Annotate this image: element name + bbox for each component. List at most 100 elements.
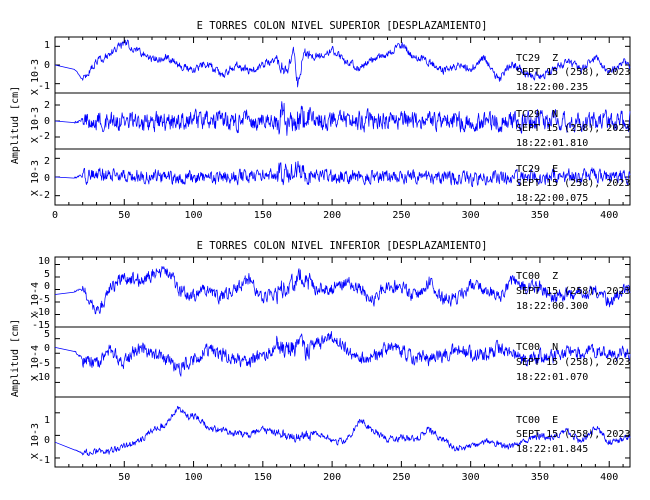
ytick-label: 0 [44, 116, 50, 127]
ytick-label: -1 [38, 455, 50, 466]
component-code: Z [552, 53, 558, 64]
trace-tc00-z [54, 266, 631, 315]
panel-tc29-z: X 10-3 1 0 -1 TC29 Z SEPT 15 (258), 2023 … [30, 36, 631, 95]
lower-figure: E TORRES COLON NIVEL INFERIOR [DESPLAZAM… [10, 240, 631, 483]
x-tick-label: 250 [392, 210, 410, 221]
trace-time: 18:22:00.075 [516, 193, 588, 204]
upper-figure: E TORRES COLON NIVEL SUPERIOR [DESPLAZAM… [10, 20, 631, 221]
ytick-label: 0 [44, 60, 50, 71]
station-code: TC29 [516, 53, 540, 64]
trace-tc00-e [54, 405, 631, 456]
panel-tc00-e: X 10-3 1 0 -1 TC00 E SEPT 15 (258), 2023 … [30, 396, 631, 468]
station-code: TC29 [516, 164, 540, 175]
ytick-label: 0 [44, 435, 50, 446]
panel-tc00-z: X 10-4 10 5 0 -5 -10 -15 TC00 Z SEPT 15 (… [30, 256, 631, 331]
trace-annotation: TC29 E SEPT 15 (258), 2023 18:22:00.075 [516, 164, 630, 204]
panel-tc00-n: X 10-4 5 0 -5 -10 TC00 N SEPT 15 (258), 2… [30, 326, 631, 398]
trace-date: SEPT 15 (258), 2023 [516, 67, 630, 78]
scale-label: X 10-4 [30, 345, 41, 381]
station-code: TC00 [516, 415, 540, 426]
x-tick-label: 300 [462, 472, 480, 483]
panel-tc29-e: X 10-3 2 0 -2 TC29 E SEPT 15 (258), 2023 … [30, 148, 631, 206]
trace-annotation: TC00 E SEPT 15 (258), 2023 18:22:01.845 [516, 415, 630, 455]
x-tick-label: 100 [185, 210, 203, 221]
x-tick-label: 400 [600, 472, 618, 483]
lower-title: E TORRES COLON NIVEL INFERIOR [DESPLAZAM… [197, 240, 488, 252]
component-code: N [552, 109, 558, 120]
x-tick-label: 350 [531, 472, 549, 483]
component-code: E [552, 415, 558, 426]
scale-label: X 10-3 [30, 59, 41, 95]
x-tick-label: 250 [392, 472, 410, 483]
trace-date: SEPT 15 (258), 2023 [516, 123, 630, 134]
ytick-label: -10 [32, 372, 50, 383]
scale-label: X 10-3 [30, 423, 41, 459]
ytick-label: 2 [44, 100, 50, 111]
ytick-label: -2 [38, 190, 50, 201]
ytick-label: 1 [44, 40, 50, 51]
component-code: E [552, 164, 558, 175]
x-tick-label: 150 [254, 472, 272, 483]
ytick-label: 0 [44, 281, 50, 292]
trace-time: 18:22:01.810 [516, 138, 588, 149]
trace-tc29-z [54, 39, 631, 88]
x-tick-label: 50 [118, 472, 130, 483]
upper-title: E TORRES COLON NIVEL SUPERIOR [DESPLAZAM… [197, 20, 488, 32]
upper-ylabel: Amplitud [cm] [10, 86, 21, 164]
x-tick-label: 0 [52, 210, 58, 221]
component-code: N [552, 342, 558, 353]
trace-date: SEPT 15 (258), 2023 [516, 429, 630, 440]
x-tick-label: 200 [323, 210, 341, 221]
trace-time: 18:22:01.845 [516, 444, 588, 455]
ytick-label: 5 [44, 269, 50, 280]
trace-annotation: TC29 Z SEPT 15 (258), 2023 18:22:00.235 [516, 53, 630, 93]
ytick-label: 0 [44, 343, 50, 354]
ytick-label: 1 [44, 415, 50, 426]
ytick-label: -1 [38, 81, 50, 92]
lower-ylabel: Amplitud [cm] [10, 319, 21, 397]
x-tick-label: 200 [323, 472, 341, 483]
trace-time: 18:22:00.235 [516, 82, 588, 93]
scale-label: X 10-3 [30, 160, 41, 196]
ytick-label: 2 [44, 156, 50, 167]
ytick-label: -15 [32, 320, 50, 331]
ytick-label: -10 [32, 307, 50, 318]
lower-x-axis: 50 100 150 200 250 300 350 400 [54, 257, 624, 483]
panel-frame [54, 396, 631, 468]
ytick-label: -5 [38, 294, 50, 305]
trace-annotation: TC29 N SEPT 15 (258), 2023 18:22:01.810 [516, 109, 630, 149]
ytick-label: 5 [44, 329, 50, 340]
x-tick-label: 50 [118, 210, 130, 221]
station-code: TC29 [516, 109, 540, 120]
ytick-label: 0 [44, 173, 50, 184]
trace-tc00-n [54, 331, 631, 377]
x-tick-label: 100 [185, 472, 203, 483]
trace-time: 18:22:00.300 [516, 301, 588, 312]
scale-label: X 10-3 [30, 107, 41, 143]
trace-date: SEPT 15 (258), 2023 [516, 286, 630, 297]
trace-time: 18:22:01.070 [516, 372, 588, 383]
trace-tc29-e [54, 160, 631, 188]
trace-date: SEPT 15 (258), 2023 [516, 178, 630, 189]
ytick-label: -2 [38, 131, 50, 142]
trace-annotation: TC00 N SEPT 15 (258), 2023 18:22:01.070 [516, 342, 630, 383]
trace-date: SEPT 15 (258), 2023 [516, 357, 630, 368]
x-tick-label: 350 [531, 210, 549, 221]
ytick-label: 10 [38, 256, 50, 267]
trace-annotation: TC00 Z SEPT 15 (258), 2023 18:22:00.300 [516, 271, 630, 312]
x-tick-label: 300 [462, 210, 480, 221]
station-code: TC00 [516, 342, 540, 353]
x-tick-label: 400 [600, 210, 618, 221]
scale-label: X 10-4 [30, 282, 41, 318]
component-code: Z [552, 271, 558, 282]
upper-x-axis: 0 50 100 150 200 250 300 350 400 [52, 37, 624, 221]
panel-tc29-n: X 10-3 2 0 -2 TC29 N SEPT 15 (258), 2023 … [30, 92, 631, 150]
ytick-label: -5 [38, 358, 50, 369]
